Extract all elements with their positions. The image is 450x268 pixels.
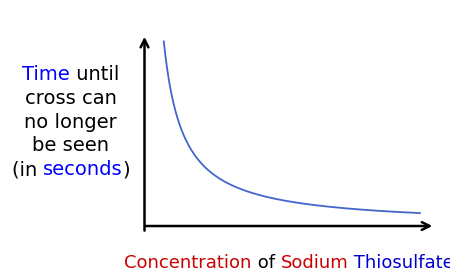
Text: be seen: be seen: [32, 136, 109, 155]
Text: of: of: [252, 254, 280, 268]
Text: ): ): [122, 160, 130, 179]
Text: seconds: seconds: [43, 160, 122, 179]
Text: no longer: no longer: [24, 113, 117, 132]
Text: cross can: cross can: [25, 89, 117, 108]
Text: (in: (in: [12, 160, 43, 179]
Text: Concentration: Concentration: [124, 254, 252, 268]
Text: Time: Time: [22, 65, 70, 84]
Text: Thiosulfate: Thiosulfate: [348, 254, 450, 268]
Text: Sodium: Sodium: [280, 254, 348, 268]
Text: until: until: [70, 65, 119, 84]
